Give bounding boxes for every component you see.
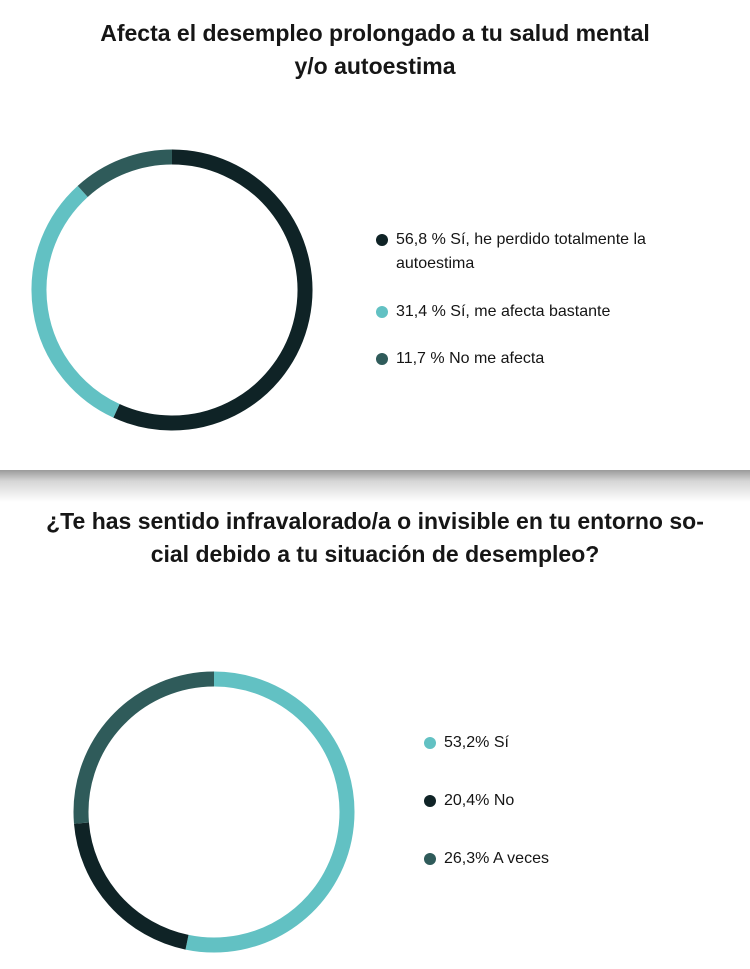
- legend-item: 53,2% Sí: [424, 731, 724, 755]
- legend-value: 53,2%: [444, 734, 490, 751]
- chart-title: y/o autoestima: [294, 53, 455, 79]
- chart-title: cial debido a tu situación de desempleo?: [151, 541, 600, 567]
- legend-dot: [376, 306, 388, 318]
- donut-segment: [31, 185, 120, 418]
- legend-dot: [376, 353, 388, 365]
- legend-value: 26,3%: [444, 850, 490, 867]
- legend-value: 11,7 %: [396, 350, 445, 367]
- legend-text: 26,3% A veces: [444, 847, 549, 871]
- legend-label: Sí, he perdido totalmente la autoestima: [396, 231, 646, 272]
- legend-label: No: [493, 792, 515, 809]
- legend-value: 20,4%: [444, 792, 490, 809]
- legend-label: Sí: [493, 734, 509, 751]
- legend-item: 11,7 % No me afecta: [376, 347, 716, 371]
- legend-label: Sí, me afecta bastante: [450, 303, 611, 320]
- legend-text: 11,7 % No me afecta: [396, 347, 544, 371]
- donut-segment: [73, 822, 189, 950]
- donut-segment: [77, 149, 173, 198]
- legend-item: 31,4 % Sí, me afecta bastante: [376, 300, 716, 324]
- legend-value: 56,8 %: [396, 231, 446, 248]
- legend-label: A veces: [492, 850, 549, 867]
- legend-dot: [376, 234, 388, 246]
- legend-label: No me afecta: [449, 350, 545, 367]
- legend-item: 56,8 % Sí, he perdido totalmente la auto…: [376, 228, 716, 276]
- legend-item: 26,3% A veces: [424, 847, 724, 871]
- legend-item: 20,4% No: [424, 789, 724, 813]
- legend-text: 20,4% No: [444, 789, 514, 813]
- legend-value: 31,4 %: [396, 303, 446, 320]
- legend-text: 53,2% Sí: [444, 731, 509, 755]
- donut-segment: [113, 149, 313, 431]
- legend-text: 31,4 % Sí, me afecta bastante: [396, 300, 610, 324]
- legend-dot: [424, 853, 436, 865]
- chart-title: Afecta el desempleo prolongado a tu salu…: [100, 20, 650, 46]
- donut-segment: [73, 671, 215, 824]
- legend-dot: [424, 795, 436, 807]
- chart-title: ¿Te has sentido infravalorado/a o invisi…: [46, 508, 704, 534]
- legend-dot: [424, 737, 436, 749]
- legend-text: 56,8 % Sí, he perdido totalmente la auto…: [396, 228, 716, 276]
- separator: [0, 470, 750, 502]
- donut-segment: [185, 671, 355, 953]
